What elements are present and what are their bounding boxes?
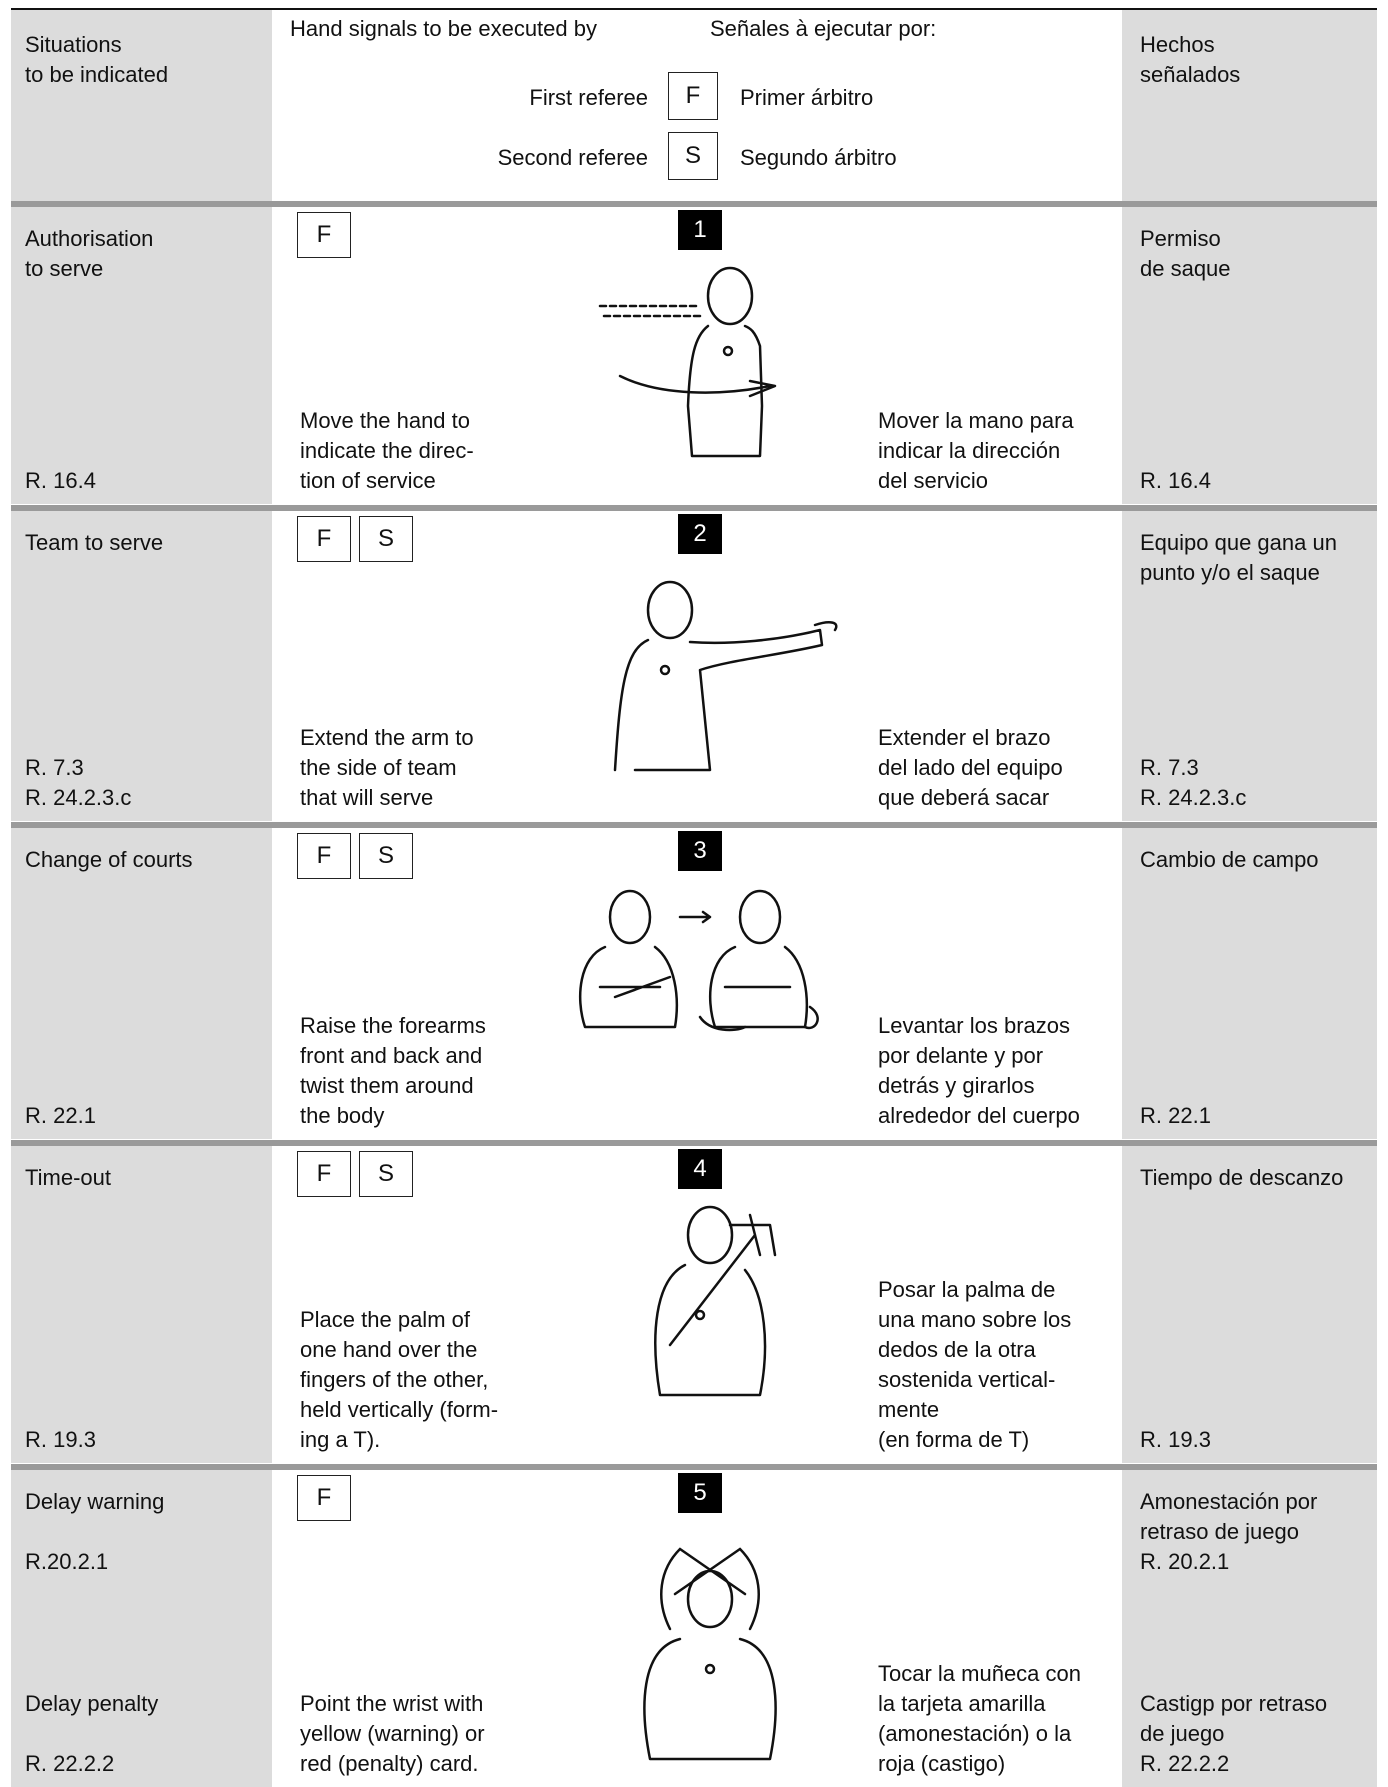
row-left-cell bbox=[11, 1469, 272, 1787]
description-es: Mover la mano para indicar la dirección … bbox=[878, 408, 1074, 493]
header-hand-signals: Hand signals to be executed by bbox=[290, 16, 597, 41]
hecho-regla: R. 22.1 bbox=[1140, 1103, 1211, 1128]
row-separator bbox=[11, 201, 1377, 207]
description-es: Tocar la muñeca con la tarjeta amarilla … bbox=[878, 1661, 1081, 1776]
row-left-cell bbox=[11, 1145, 272, 1463]
description-en: Raise the forearms front and back and tw… bbox=[300, 1013, 486, 1128]
situation: Authorisation to serve bbox=[25, 226, 154, 281]
description-en: Place the palm of one hand over the fing… bbox=[300, 1307, 499, 1452]
row-right-cell bbox=[1122, 1469, 1377, 1787]
header-right-cell bbox=[1122, 10, 1377, 202]
description-en: Point the wrist with yellow (warning) or… bbox=[300, 1691, 485, 1776]
signal-illustration bbox=[578, 889, 819, 1032]
row-left-cell bbox=[11, 510, 272, 821]
second-referee-code: S bbox=[668, 132, 718, 180]
referee-code: S bbox=[359, 516, 413, 562]
row-separator bbox=[11, 822, 1377, 828]
hecho-regla: R. 16.4 bbox=[1140, 468, 1211, 493]
situation-rule: R. 22.1 bbox=[25, 1103, 96, 1128]
second-referee-label: Second referee bbox=[497, 145, 648, 170]
hecho: Permiso de saque bbox=[1140, 226, 1231, 281]
primer-arbitro-label: Primer árbitro bbox=[740, 85, 874, 110]
hecho-regla: Castigp por retraso de juego R. 22.2.2 bbox=[1140, 1691, 1328, 1776]
signal-number: 5 bbox=[678, 1473, 722, 1513]
signal-number: 4 bbox=[678, 1149, 722, 1189]
signal-number: 1 bbox=[678, 210, 722, 250]
referee-code: F bbox=[297, 1151, 351, 1197]
situation: Team to serve bbox=[25, 530, 164, 555]
row-right-cell bbox=[1122, 827, 1377, 1139]
referee-code: S bbox=[359, 833, 413, 879]
hecho-regla: R. 19.3 bbox=[1140, 1427, 1211, 1452]
signal-illustration bbox=[643, 1547, 777, 1761]
signal-number: 2 bbox=[678, 514, 722, 554]
header-hechos: Hechos señalados bbox=[1140, 32, 1241, 87]
description-es: Extender el brazo del lado del equipo qu… bbox=[878, 725, 1063, 810]
situation-rule: R. 19.3 bbox=[25, 1427, 96, 1452]
description-en: Extend the arm to the side of team that … bbox=[300, 725, 474, 810]
situation-rule: Delay penalty R. 22.2.2 bbox=[25, 1691, 159, 1776]
signal-illustration bbox=[654, 1205, 777, 1397]
referee-code: F bbox=[297, 516, 351, 562]
segundo-arbitro-label: Segundo árbitro bbox=[740, 145, 897, 170]
situation-rule: R. 16.4 bbox=[25, 468, 96, 493]
signal-illustration bbox=[598, 266, 777, 458]
row-separator bbox=[11, 505, 1377, 511]
first-referee-label: First referee bbox=[529, 85, 648, 110]
signal-number: 3 bbox=[678, 831, 722, 871]
first-referee-code: F bbox=[668, 72, 718, 120]
row-right-cell bbox=[1122, 206, 1377, 504]
header-senales: Señales à ejecutar por: bbox=[710, 16, 937, 41]
referee-code: F bbox=[297, 833, 351, 879]
hecho: Cambio de campo bbox=[1140, 847, 1319, 872]
row-right-cell bbox=[1122, 1145, 1377, 1463]
row-left-cell bbox=[11, 206, 272, 504]
situation: Delay warning R.20.2.1 bbox=[25, 1489, 165, 1574]
hecho: Amonestación por retraso de juego R. 20.… bbox=[1140, 1489, 1318, 1574]
description-en: Move the hand to indicate the direc- tio… bbox=[300, 408, 474, 493]
situation-rule: R. 7.3 R. 24.2.3.c bbox=[25, 755, 132, 810]
row-left-cell bbox=[11, 827, 272, 1139]
referee-code: F bbox=[297, 212, 351, 258]
referee-code: F bbox=[297, 1475, 351, 1521]
hecho-regla: R. 7.3 R. 24.2.3.c bbox=[1140, 755, 1247, 810]
description-es: Posar la palma de una mano sobre los ded… bbox=[878, 1277, 1072, 1452]
situation: Change of courts bbox=[25, 847, 193, 872]
header-situations: Situations to be indicated bbox=[25, 32, 169, 87]
signal-illustration bbox=[613, 580, 838, 772]
top-rule bbox=[11, 8, 1377, 10]
situation: Time-out bbox=[25, 1165, 111, 1190]
row-separator bbox=[11, 1464, 1377, 1470]
header-left-cell bbox=[11, 10, 272, 202]
hecho: Tiempo de descanzo bbox=[1140, 1165, 1344, 1190]
row-right-cell bbox=[1122, 510, 1377, 821]
row-separator bbox=[11, 1140, 1377, 1146]
description-es: Levantar los brazos por delante y por de… bbox=[878, 1013, 1080, 1128]
referee-code: S bbox=[359, 1151, 413, 1197]
hecho: Equipo que gana un punto y/o el saque bbox=[1140, 530, 1337, 585]
